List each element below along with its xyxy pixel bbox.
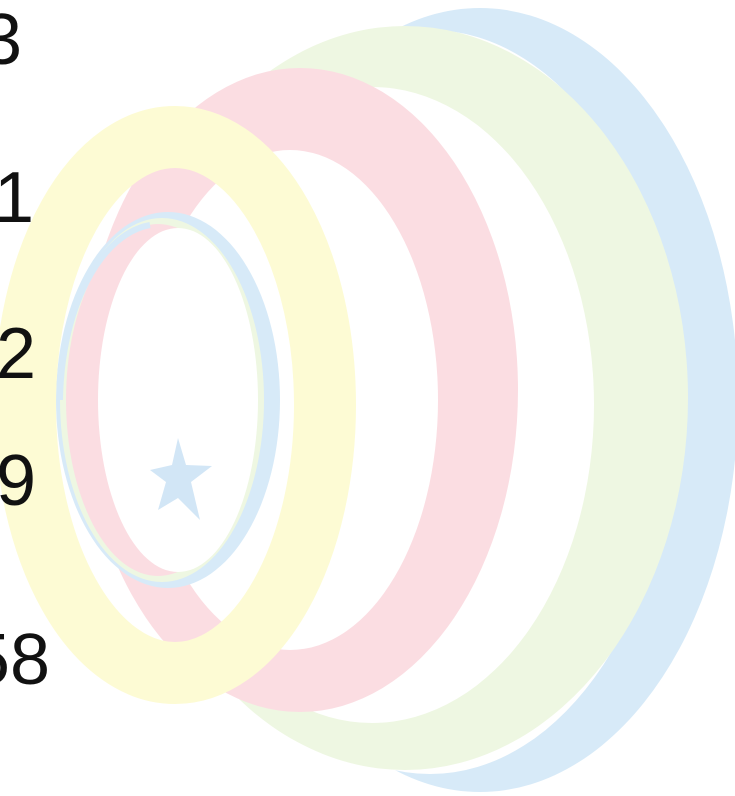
item-text: 58 [0,620,50,700]
item-text: 3 [0,0,22,80]
item-text: 2 [0,314,36,394]
item-text: 9 [0,441,36,521]
item-text: 1 [0,158,34,238]
background-logo [0,8,735,792]
